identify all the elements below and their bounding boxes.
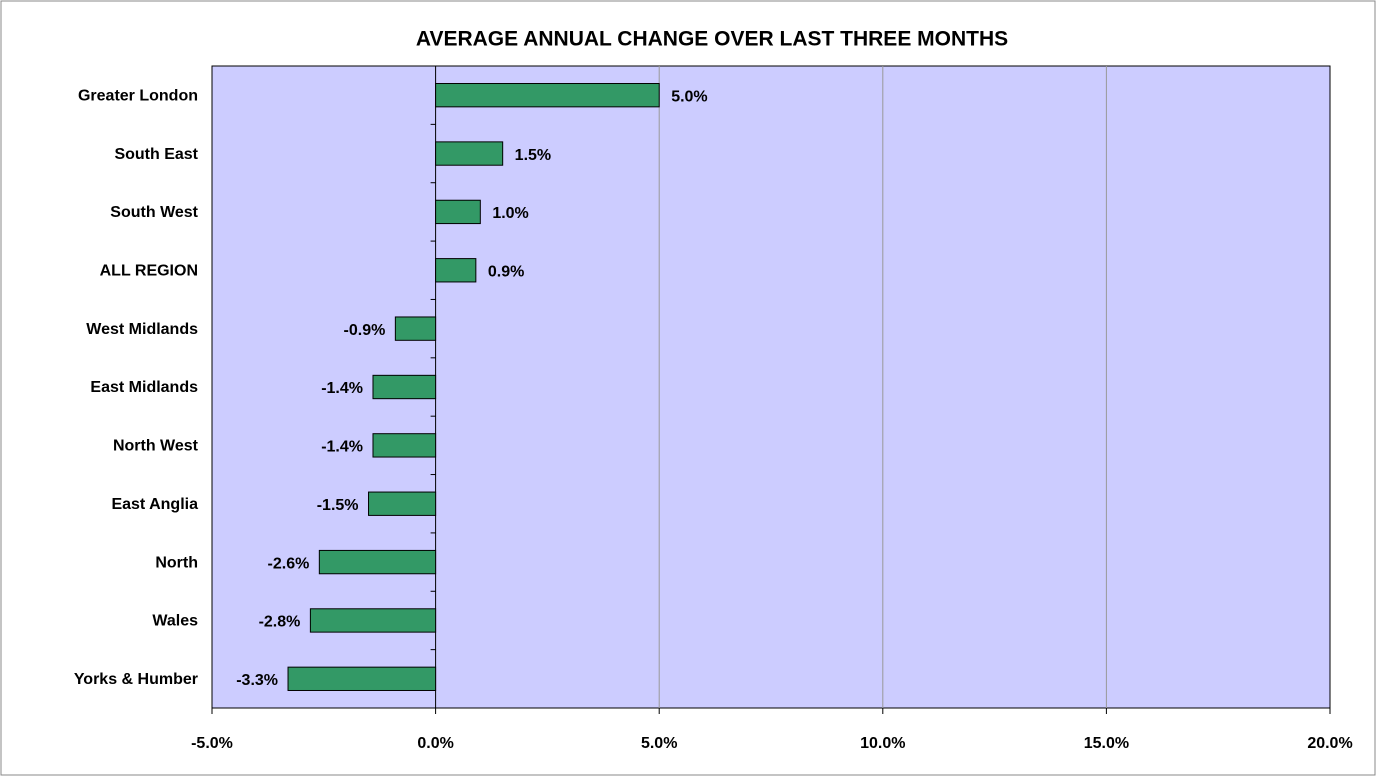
y-tick-label: North <box>155 554 198 571</box>
value-label: -1.5% <box>317 497 359 514</box>
y-tick-label: Greater London <box>78 87 198 104</box>
bar <box>318 549 437 575</box>
bar <box>435 199 481 225</box>
y-tick-label: Wales <box>152 613 198 630</box>
bar <box>372 433 437 458</box>
y-tick-label: East Midlands <box>90 379 198 396</box>
value-label: 5.0% <box>671 88 707 105</box>
value-label: -1.4% <box>321 380 363 397</box>
bar <box>435 258 477 283</box>
bar <box>372 374 437 400</box>
y-tick-label: North West <box>113 438 199 455</box>
y-tick-label: West Midlands <box>86 321 198 338</box>
bar <box>435 83 660 108</box>
y-tick-label: South East <box>114 146 198 163</box>
value-label: -0.9% <box>344 322 386 339</box>
y-tick-label: ALL REGION <box>100 262 198 279</box>
value-label: -1.4% <box>321 439 363 456</box>
chart-title: AVERAGE ANNUAL CHANGE OVER LAST THREE MO… <box>416 28 1008 51</box>
bar <box>368 491 437 516</box>
value-label: 1.0% <box>492 205 528 222</box>
bar <box>287 666 437 691</box>
value-label: 0.9% <box>488 263 524 280</box>
x-tick-label: 10.0% <box>860 735 905 752</box>
x-tick-label: 0.0% <box>417 735 453 752</box>
x-tick-label: 20.0% <box>1307 735 1352 752</box>
bar <box>309 608 437 633</box>
bar <box>394 316 437 341</box>
y-tick-label: East Anglia <box>111 496 198 513</box>
x-tick-label: 5.0% <box>641 735 677 752</box>
value-label: -2.8% <box>259 614 301 631</box>
value-label: -3.3% <box>236 672 278 689</box>
y-tick-label: South West <box>110 204 198 221</box>
value-label: 1.5% <box>515 147 551 164</box>
x-tick-label: -5.0% <box>191 735 233 752</box>
x-tick-label: 15.0% <box>1084 735 1129 752</box>
value-label: -2.6% <box>268 555 310 572</box>
bar <box>435 141 504 166</box>
y-tick-label: Yorks & Humber <box>74 671 198 688</box>
